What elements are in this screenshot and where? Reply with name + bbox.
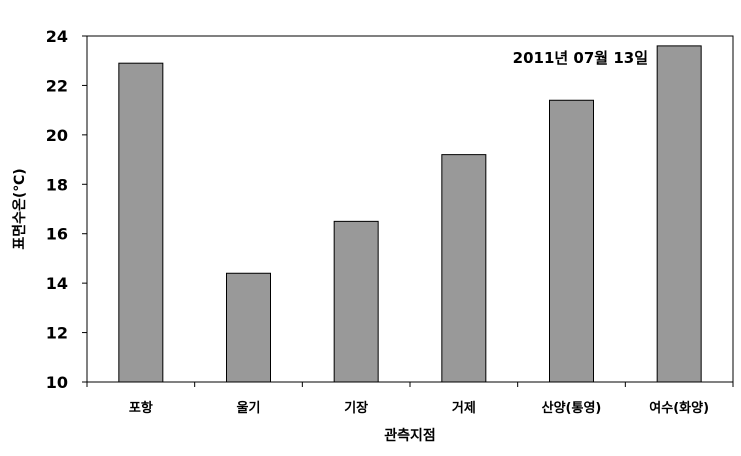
plot-area-frame: [86, 35, 734, 383]
x-tick-label: 산양(통영): [542, 400, 602, 416]
bar: [226, 272, 271, 383]
x-axis: 포항 울기 기장 거제 산양(통영) 여수(화양): [86, 382, 734, 416]
bar: [656, 45, 702, 383]
y-axis: 10 12 14 16 18 20 22 24: [46, 27, 87, 392]
y-tick-label: 14: [46, 274, 68, 293]
y-tick-label: 18: [46, 175, 68, 194]
y-tick-label: 16: [46, 225, 68, 244]
x-tick-label: 포항: [129, 400, 153, 416]
bars-group: [118, 45, 702, 383]
bar: [333, 220, 379, 383]
bar: [441, 154, 487, 383]
y-tick-label: 20: [46, 126, 68, 145]
x-tick-label: 여수(화양): [649, 400, 709, 416]
bar: [118, 62, 164, 383]
x-tick-label: 울기: [237, 400, 261, 416]
y-tick-label: 22: [46, 76, 68, 95]
x-axis-label: 관측지점: [384, 427, 436, 444]
y-tick-label: 24: [46, 27, 68, 46]
bar: [549, 99, 594, 383]
x-tick-label: 기장: [344, 400, 368, 416]
x-tick-label: 거제: [452, 401, 476, 416]
y-axis-label: 표면수온(℃): [11, 168, 28, 249]
y-tick-label: 10: [46, 373, 68, 392]
date-annotation: 2011년 07월 13일: [513, 49, 648, 67]
y-tick-label: 12: [46, 324, 68, 343]
